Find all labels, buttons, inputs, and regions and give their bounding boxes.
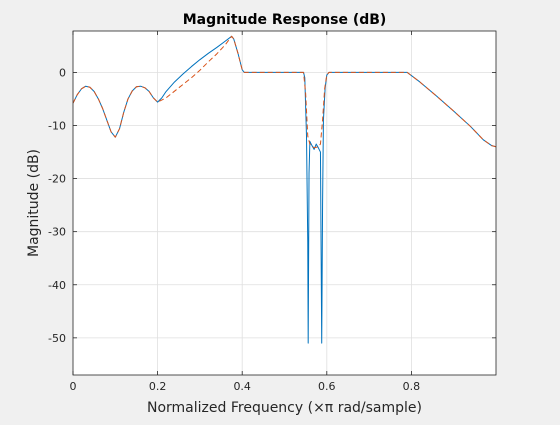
- y-tick-label: -10: [48, 119, 66, 132]
- y-tick-label: -40: [48, 279, 66, 292]
- chart-title: Magnitude Response (dB): [183, 12, 387, 28]
- axes-box: [72, 30, 497, 376]
- tick-marks: [72, 31, 496, 375]
- y-tick-label: 0: [59, 66, 66, 79]
- x-tick-label: 0.8: [403, 380, 421, 393]
- series-line-dashed: [73, 35, 496, 149]
- y-tick-label: -20: [48, 173, 66, 186]
- plot-area: [73, 31, 496, 375]
- y-tick-label: -50: [48, 332, 66, 345]
- x-axis-label: Normalized Frequency (×π rad/sample): [147, 400, 422, 416]
- x-tick-label: 0.4: [233, 380, 251, 393]
- x-tick-label: 0.2: [149, 380, 167, 393]
- x-tick-label: 0: [70, 380, 77, 393]
- tick-labels: 0 0.2 0.4 0.6 0.8 0 -10 -20 -30 -40 -50: [48, 66, 420, 393]
- y-tick-label: -30: [48, 226, 66, 239]
- y-axis-label: Magnitude (dB): [26, 149, 42, 257]
- x-tick-label: 0.6: [318, 380, 336, 393]
- series-layer: [73, 35, 496, 344]
